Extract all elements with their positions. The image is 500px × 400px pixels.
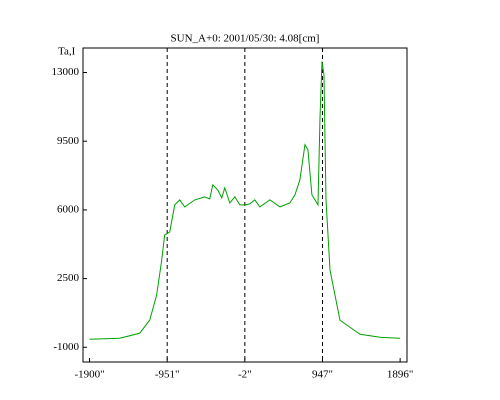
x-tick-label: -951" (155, 369, 180, 381)
y-tick-label: 13000 (52, 66, 80, 78)
chart-title: SUN_A+0: 2001/05/30: 4.08[cm] (171, 33, 320, 45)
y-tick-label: 2500 (57, 272, 80, 284)
data-line (89, 61, 401, 340)
y-axis-label: Ta,I (58, 46, 76, 58)
y-tick-label: 6000 (57, 203, 80, 215)
x-tick-label: 1896" (387, 369, 414, 381)
x-tick-label: 947" (312, 369, 333, 381)
y-tick-label: -1000 (53, 341, 79, 353)
x-tick-label: -2" (238, 369, 252, 381)
y-tick-label: 9500 (57, 135, 80, 147)
x-tick-label: -1900" (74, 369, 104, 381)
